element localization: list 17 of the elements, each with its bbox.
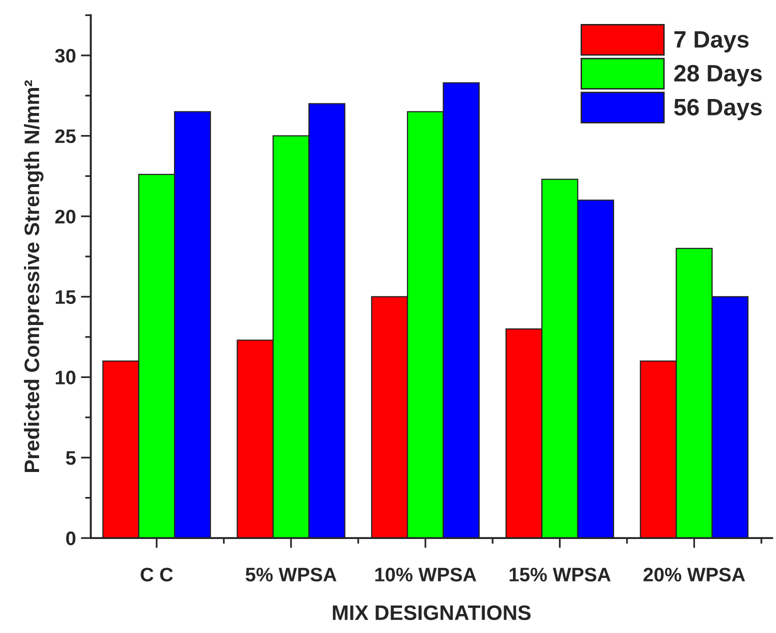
x-tick-label: 15% WPSA [510,568,611,582]
legend-label: 28 Days [674,64,762,86]
legend-label: 7 Days [674,31,749,52]
y-axis-title: Predicted Compressive Strength N/mm² [24,80,44,472]
y-tick-label: 15 [56,290,76,304]
y-tick-label: 25 [55,129,76,144]
x-tick-label: C C [140,568,173,582]
y-tick-label: 20 [55,210,76,224]
y-tick-label: 10 [56,370,76,384]
y-tick-label: 5 [66,451,76,465]
x-tick-label: 10% WPSA [375,568,476,582]
x-axis-title: MIX DESIGNATIONS [332,605,531,620]
x-tick-label: 20% WPSA [644,568,745,582]
y-tick-label: 0 [66,532,76,546]
legend-label: 56 Days [674,98,762,120]
y-tick-label: 30 [55,48,76,63]
x-tick-label: 5% WPSA [246,568,336,582]
